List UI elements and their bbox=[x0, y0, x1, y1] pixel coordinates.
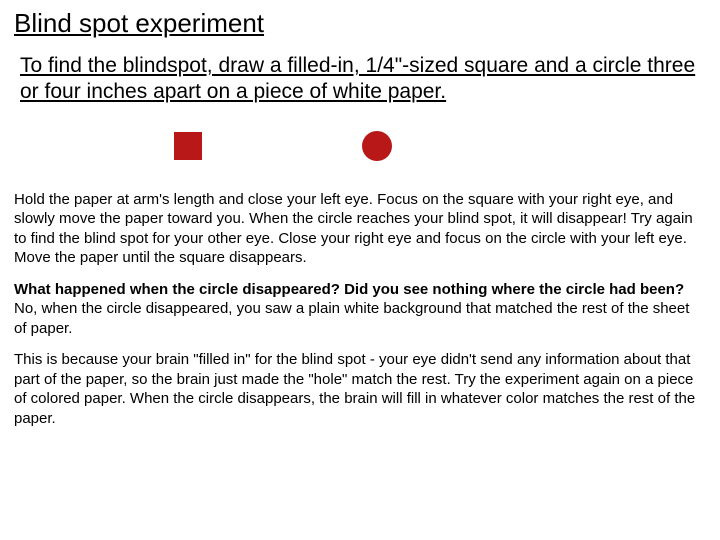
shapes-illustration bbox=[14, 126, 706, 166]
explanation-paragraph: This is because your brain "filled in" f… bbox=[14, 350, 706, 428]
instructions-paragraph: Hold the paper at arm's length and close… bbox=[14, 190, 706, 268]
question-paragraph: What happened when the circle disappeare… bbox=[14, 280, 706, 339]
square-icon bbox=[174, 132, 202, 160]
answer-text: No, when the circle disappeared, you saw… bbox=[14, 300, 689, 337]
circle-icon bbox=[362, 131, 392, 161]
question-text: What happened when the circle disappeare… bbox=[14, 281, 684, 298]
page-title: Blind spot experiment bbox=[14, 8, 706, 39]
intro-paragraph: To find the blindspot, draw a filled-in,… bbox=[14, 53, 706, 106]
